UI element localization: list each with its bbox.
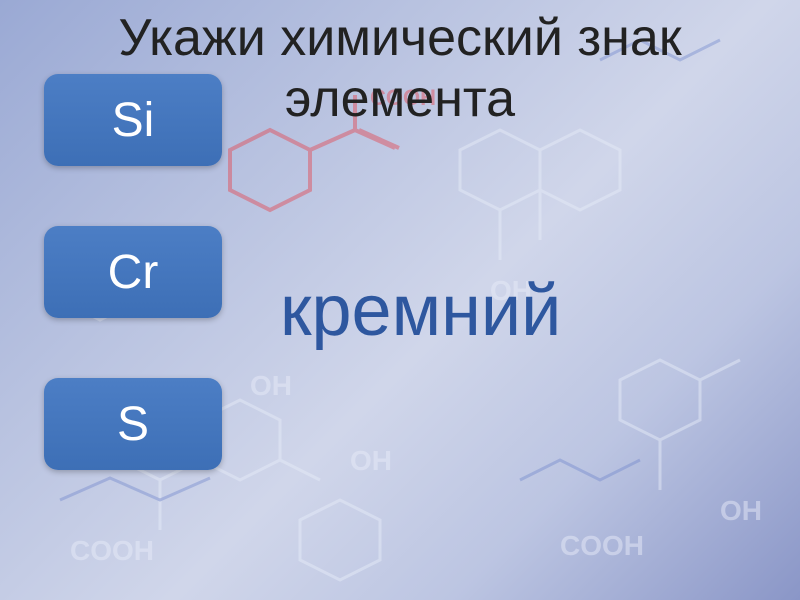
svg-text:OH: OH [720, 495, 762, 526]
element-name-text: кремний [280, 271, 561, 351]
option-label: S [117, 397, 149, 452]
svg-text:COOH: COOH [70, 535, 154, 566]
svg-text:COOH: COOH [560, 530, 644, 561]
option-button-s[interactable]: S [44, 378, 222, 470]
option-label: Cr [108, 245, 159, 300]
element-name: кремний [280, 270, 561, 352]
option-button-si[interactable]: Si [44, 74, 222, 166]
svg-text:OH: OH [350, 445, 392, 476]
option-button-cr[interactable]: Cr [44, 226, 222, 318]
svg-text:OH: OH [250, 370, 292, 401]
option-label: Si [112, 93, 155, 148]
options-group: Si Cr S [44, 74, 222, 470]
